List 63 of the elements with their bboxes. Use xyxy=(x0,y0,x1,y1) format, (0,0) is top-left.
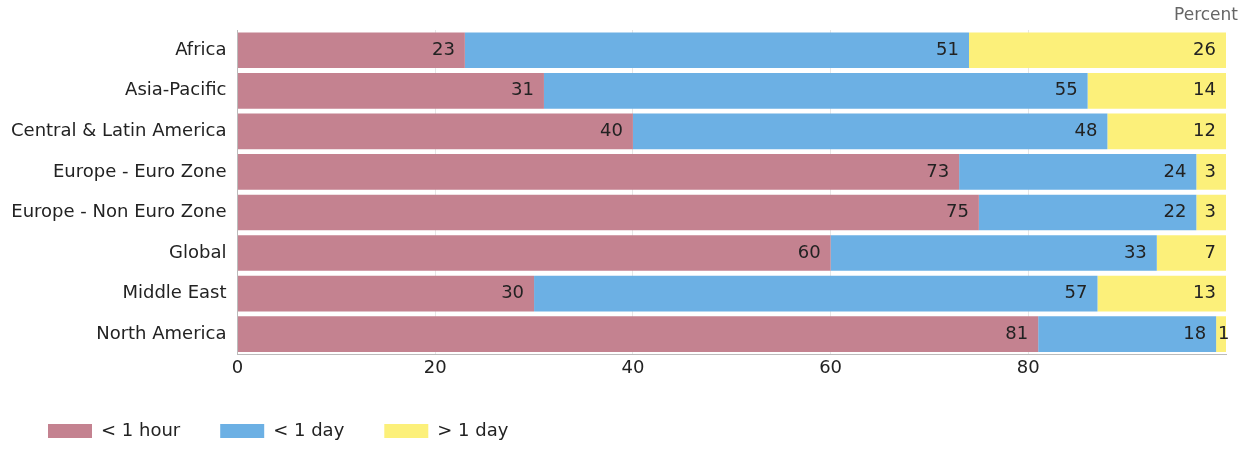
data-label: 30 xyxy=(501,281,525,303)
data-label: 18 xyxy=(1183,321,1207,343)
data-label: 14 xyxy=(1193,78,1216,100)
data-label: 48 xyxy=(1074,119,1098,141)
bar xyxy=(238,194,979,231)
y-tick-label: Asia-Pacific xyxy=(125,78,227,100)
bar xyxy=(1107,113,1226,150)
x-tick-label: 0 xyxy=(231,355,244,377)
data-label: 33 xyxy=(1123,240,1147,262)
bar xyxy=(830,235,1157,271)
y-tick-label: North America xyxy=(96,321,227,343)
legend-label: < 1 hour xyxy=(101,418,181,440)
bar xyxy=(1196,194,1226,231)
data-label: 3 xyxy=(1204,159,1216,181)
data-label: 81 xyxy=(1005,321,1029,343)
bar xyxy=(238,235,831,271)
data-label: 13 xyxy=(1193,281,1216,303)
data-label: 73 xyxy=(926,159,950,181)
y-tick-label: Central & Latin America xyxy=(10,119,227,141)
y-tick-label: Europe - Euro Zone xyxy=(52,159,227,181)
bar xyxy=(238,154,960,190)
y-tick-label: Middle East xyxy=(122,281,227,303)
bar xyxy=(238,72,544,109)
data-label: 22 xyxy=(1163,200,1187,222)
data-label: 31 xyxy=(511,78,534,100)
y-tick-label: Africa xyxy=(175,37,227,59)
bar xyxy=(1097,275,1226,312)
bar xyxy=(959,154,1197,190)
data-label: 60 xyxy=(797,240,821,262)
data-label: 3 xyxy=(1204,200,1216,222)
bar xyxy=(238,32,465,69)
data-label: 55 xyxy=(1054,78,1078,100)
data-label: 12 xyxy=(1193,119,1216,141)
data-label: 24 xyxy=(1163,159,1187,181)
x-tick-label: 80 xyxy=(1016,355,1040,377)
bar xyxy=(543,72,1088,109)
text: Percent xyxy=(1174,4,1238,24)
bar xyxy=(978,194,1197,231)
x-tick-label: 60 xyxy=(819,355,843,377)
data-label: 40 xyxy=(600,119,623,141)
bar xyxy=(534,275,1098,312)
y-tick-label: Europe - Non Euro Zone xyxy=(11,200,227,222)
legend-label: < 1 day xyxy=(273,418,345,440)
bar xyxy=(1038,316,1217,352)
legend-label: > 1 day xyxy=(437,418,509,440)
data-label: 75 xyxy=(945,200,969,222)
data-label: 7 xyxy=(1204,240,1216,262)
bar xyxy=(632,113,1108,150)
x-tick-label: 20 xyxy=(423,355,447,377)
data-label: 26 xyxy=(1193,37,1216,59)
bar xyxy=(238,316,1039,352)
bar xyxy=(1156,235,1226,271)
data-label: 23 xyxy=(431,37,455,59)
bar xyxy=(968,32,1226,69)
bar xyxy=(238,275,535,312)
bar xyxy=(238,113,633,150)
data-label: 57 xyxy=(1064,281,1088,303)
bar xyxy=(1196,154,1226,190)
data-label: 51 xyxy=(936,37,959,59)
bar xyxy=(1087,72,1226,109)
bar xyxy=(464,32,969,69)
x-tick-label: 40 xyxy=(621,355,645,377)
y-tick-label: Global xyxy=(169,240,227,262)
